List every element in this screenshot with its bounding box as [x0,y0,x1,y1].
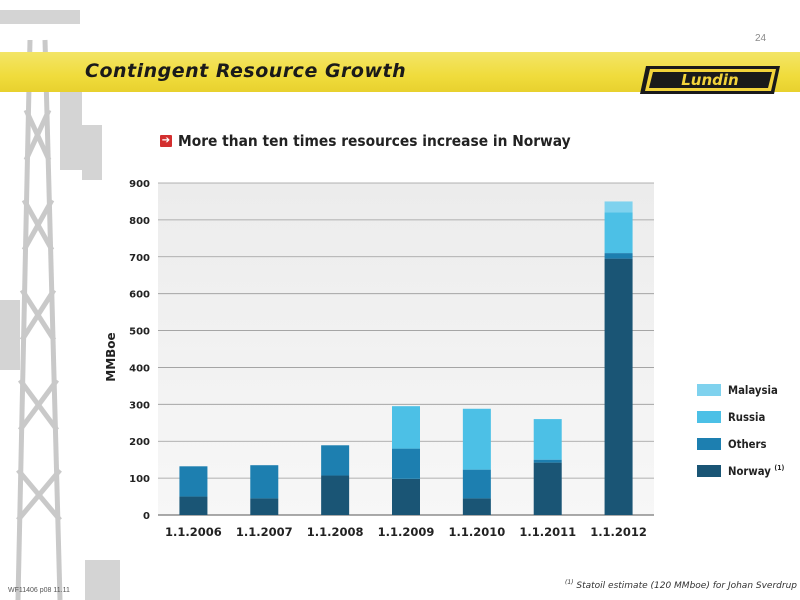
legend-item-malaysia: Malaysia [697,383,785,397]
legend-label: Norway (1) [728,464,785,478]
bar-others-1.1.2008 [321,445,350,476]
legend-swatch [697,465,721,477]
footnote-marker: (1) [565,579,574,586]
y-tick-label: 200 [129,437,150,448]
x-tick-label: 1.1.2008 [307,525,364,539]
x-tick-label: 1.1.2010 [448,525,505,539]
y-tick-label: 900 [129,179,150,190]
bar-norway-1.1.2010 [462,498,491,515]
slide-title: Contingent Resource Growth [85,60,407,82]
y-axis-label: MMBoe [104,332,118,381]
y-tick-label: 100 [129,474,150,485]
legend-label: Others [728,437,767,451]
bar-others-1.1.2010 [462,469,491,499]
bar-others-1.1.2009 [392,448,420,479]
drilling-tower-graphic [0,10,120,600]
x-tick-label: 1.1.2012 [590,525,647,539]
bar-others-1.1.2007 [250,465,279,499]
bar-russia-1.1.2012 [604,212,633,254]
logo-text: Lundin [681,71,738,89]
bar-russia-1.1.2010 [462,408,491,470]
bars [179,201,633,515]
bar-others-1.1.2011 [533,459,562,463]
y-tick-label: 800 [129,216,150,227]
bar-norway-1.1.2011 [533,462,562,515]
bar-norway-1.1.2008 [321,475,350,515]
y-tick-label: 500 [129,327,150,338]
y-tick-label: 400 [129,363,150,374]
legend-swatch [697,384,721,396]
y-tick-label: 0 [143,511,150,522]
y-tick-label: 600 [129,290,150,301]
bar-norway-1.1.2007 [250,498,279,515]
bullet-point: ➔ More than ten times resources increase… [160,132,605,150]
y-axis-ticks: 0 100 200 300 400 500 600 700 800 900 [129,179,150,522]
y-tick-label: 700 [129,253,150,264]
bar-russia-1.1.2011 [533,419,562,460]
legend-item-russia: Russia [697,410,770,424]
gridlines [158,182,654,516]
legend-item-others: Others [697,437,772,451]
company-logo: Lundin [640,66,780,94]
legend-swatch [697,411,721,423]
bar-norway-1.1.2006 [179,496,208,515]
document-code: WF11406 p08 11.11 [8,587,70,594]
bullet-text: More than ten times resources increase i… [178,132,571,150]
bar-norway-1.1.2012 [604,258,633,515]
bar-norway-1.1.2009 [392,478,420,515]
x-tick-label: 1.1.2011 [519,525,576,539]
x-tick-label: 1.1.2006 [165,525,222,539]
footnote-text: Statoil estimate (120 MMboe) for Johan S… [576,581,800,591]
arrow-right-icon: ➔ [160,135,172,147]
legend-label: Russia [728,410,766,424]
x-tick-label: 1.1.2007 [236,525,293,539]
x-axis-ticks: 1.1.2006 1.1.2007 1.1.2008 1.1.2009 1.1.2010… [165,525,647,539]
page-number: 24 [755,33,767,44]
legend-label: Malaysia [728,383,778,397]
bar-russia-1.1.2009 [392,406,420,449]
bar-malaysia-1.1.2012 [604,201,633,213]
footnote: (1) Statoil estimate (120 MMboe) for Joh… [565,579,800,591]
y-tick-label: 300 [129,400,150,411]
legend-swatch [697,438,721,450]
x-tick-label: 1.1.2009 [378,525,435,539]
legend-item-norway: Norway (1) [697,464,792,478]
bar-others-1.1.2006 [179,466,208,497]
legend-marker: (1) [774,464,785,473]
bar-others-1.1.2012 [604,253,633,259]
